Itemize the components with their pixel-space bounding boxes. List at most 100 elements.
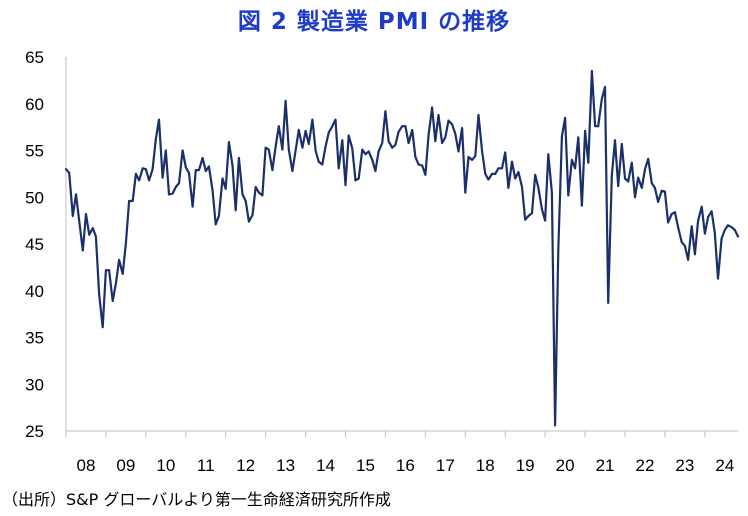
data-point <box>674 211 676 214</box>
y-tick-label: 60 <box>25 95 44 114</box>
y-tick-label: 65 <box>25 48 44 67</box>
x-tick-label: 16 <box>396 456 415 475</box>
data-point <box>657 201 660 203</box>
data-point <box>587 161 590 164</box>
data-point <box>191 205 194 208</box>
data-point <box>600 98 603 100</box>
data-point <box>324 145 327 148</box>
data-point <box>181 149 184 152</box>
data-point <box>281 148 284 151</box>
data-point <box>377 150 380 153</box>
data-point <box>670 213 673 215</box>
data-point <box>164 149 167 152</box>
data-point <box>354 179 357 182</box>
data-point <box>720 237 723 240</box>
data-point <box>507 187 510 189</box>
data-point <box>101 326 104 329</box>
data-point <box>703 232 706 235</box>
data-point <box>351 147 354 150</box>
x-tick-label: 17 <box>436 456 455 475</box>
data-point <box>178 182 180 185</box>
data-point <box>544 219 547 222</box>
y-axis: 25 30 35 40 45 50 55 60 65 <box>25 48 67 441</box>
data-point <box>584 129 586 132</box>
data-point <box>357 177 360 180</box>
data-point <box>297 129 300 131</box>
data-point <box>597 125 600 128</box>
data-point <box>723 229 726 231</box>
data-point <box>411 129 414 131</box>
data-point <box>664 190 666 193</box>
data-point <box>267 148 270 151</box>
data-point <box>154 138 157 141</box>
data-point <box>504 151 507 154</box>
data-point <box>327 131 330 134</box>
x-tick-label: 23 <box>675 456 694 475</box>
data-point <box>710 210 713 213</box>
x-tick-label: 10 <box>156 456 175 475</box>
data-point <box>364 153 367 156</box>
data-point <box>208 165 210 168</box>
data-point <box>128 200 130 202</box>
data-point <box>494 172 497 175</box>
data-point <box>301 146 304 149</box>
data-point <box>501 167 503 170</box>
data-point <box>421 164 424 167</box>
data-point <box>627 180 630 183</box>
data-point <box>617 185 620 187</box>
data-point <box>551 191 553 194</box>
data-point <box>481 150 483 153</box>
y-tick-label: 40 <box>25 282 44 301</box>
data-point <box>654 187 656 189</box>
data-point <box>604 86 606 88</box>
data-point <box>401 125 404 128</box>
data-point <box>607 302 610 304</box>
data-point <box>105 269 107 272</box>
data-point <box>224 187 227 190</box>
data-point <box>610 174 613 177</box>
data-point <box>304 129 307 132</box>
data-point <box>201 157 204 159</box>
data-point <box>574 167 576 170</box>
data-point <box>184 166 187 169</box>
data-point <box>484 172 487 175</box>
chart-title: 図 2 製造業 PMI の推移 <box>237 9 511 35</box>
source-note: （出所）S&P グローバルより第一生命経済研究所作成 <box>2 490 391 509</box>
data-point <box>274 145 277 148</box>
data-point <box>733 229 736 231</box>
data-point <box>707 215 709 218</box>
data-point <box>404 125 407 128</box>
data-point <box>561 135 563 138</box>
data-point <box>221 177 224 180</box>
data-point <box>198 169 200 172</box>
data-point <box>291 170 294 172</box>
data-point <box>487 178 490 181</box>
data-point <box>467 156 470 158</box>
data-point <box>277 125 280 128</box>
y-tick-label: 50 <box>25 188 44 207</box>
data-point <box>384 110 387 113</box>
data-point <box>713 231 716 234</box>
data-point <box>307 143 310 145</box>
data-point <box>647 158 650 160</box>
data-point <box>590 70 593 72</box>
data-point <box>91 227 94 230</box>
data-point <box>271 169 274 172</box>
data-point <box>367 150 370 153</box>
data-point <box>264 146 267 149</box>
data-point <box>644 168 646 171</box>
data-point <box>361 148 364 151</box>
x-tick-label: 14 <box>316 456 335 475</box>
data-point <box>391 146 394 149</box>
data-point <box>65 168 67 171</box>
x-tick-label: 24 <box>715 456 734 475</box>
data-point <box>111 300 114 302</box>
data-point <box>118 258 121 261</box>
data-point <box>737 235 739 238</box>
data-point <box>85 213 87 215</box>
data-point <box>531 212 533 215</box>
data-point <box>148 179 150 182</box>
data-point <box>141 167 144 170</box>
data-point <box>287 148 290 151</box>
